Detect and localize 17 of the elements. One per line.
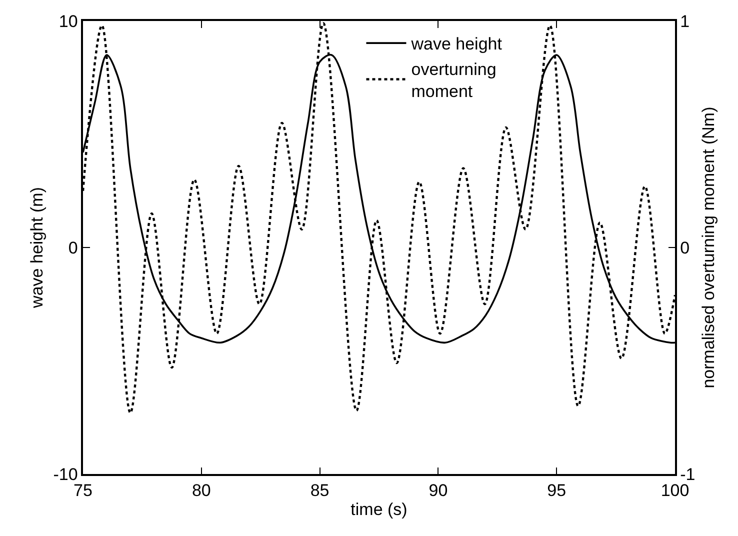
y2-tick-label: -1 [680, 464, 696, 484]
legend-label: wave height [410, 34, 502, 54]
x-tick-label: 95 [547, 481, 566, 500]
y-axis-title: wave height (m) [27, 187, 46, 309]
y2-tick-label: 0 [680, 238, 690, 258]
y2-tick-label: 1 [680, 12, 690, 31]
x-tick-label: 85 [310, 481, 330, 500]
y-tick-label: 0 [68, 238, 78, 258]
x-tick-label: 100 [660, 481, 690, 500]
legend-label: overturning moment [411, 60, 496, 101]
y-tick-label: -10 [53, 464, 78, 484]
x-tick-label: 80 [192, 481, 211, 500]
x-tick-label: 75 [74, 481, 92, 500]
y2-axis-title: normalised overturning moment (Nm) [699, 106, 718, 388]
x-axis-title: time (s) [350, 500, 408, 520]
y-tick-label: 10 [58, 12, 78, 31]
x-tick-label: 90 [428, 481, 448, 500]
